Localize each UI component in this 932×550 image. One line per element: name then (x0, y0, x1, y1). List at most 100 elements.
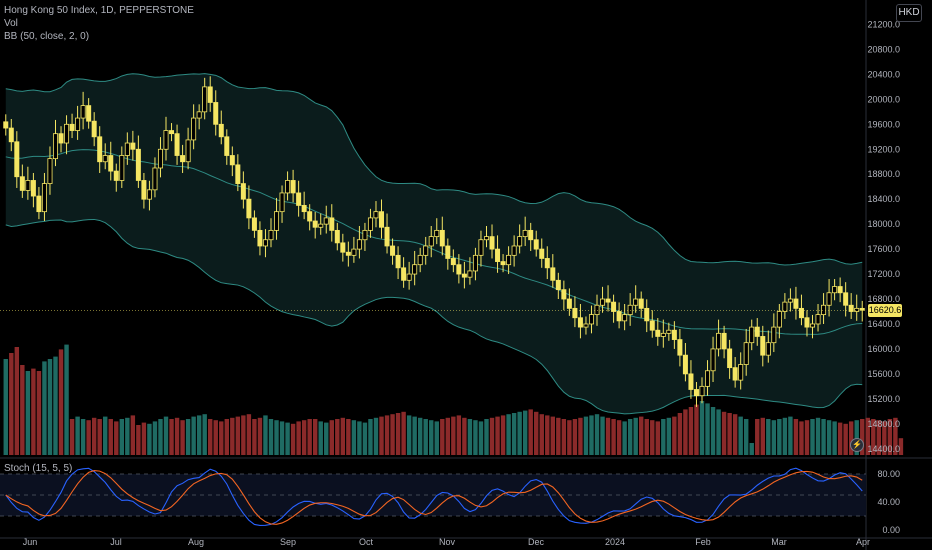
candle-body (821, 304, 827, 316)
volume-bar (119, 419, 125, 455)
candle-body (644, 307, 650, 322)
candle-body (202, 86, 208, 113)
volume-bar (390, 414, 395, 455)
stoch-d-line (5, 469, 863, 525)
volume-bar (213, 420, 218, 455)
volume-bar (230, 417, 235, 455)
volume-bar (511, 413, 517, 455)
bollinger-basis-line (5, 149, 863, 335)
candle-body (307, 211, 313, 222)
volume-bar (517, 411, 522, 455)
price-tick-label: 16400.0 (867, 319, 900, 329)
candle-body (102, 155, 108, 163)
price-tick-label: 20000.0 (867, 94, 900, 104)
volume-bar (136, 425, 141, 455)
candle-body (611, 301, 617, 312)
volume-bar (335, 419, 340, 455)
candle-body (180, 155, 186, 163)
candle-body (638, 298, 644, 309)
volume-bar (440, 419, 445, 455)
candle-body (80, 105, 86, 119)
volume-bar (738, 416, 743, 455)
volume-bar (898, 438, 904, 455)
volume-bar (760, 417, 765, 455)
candle-body (522, 229, 528, 238)
candle-body (262, 239, 268, 247)
volume-bar (147, 423, 152, 455)
candle-body (379, 211, 385, 228)
volume-bar (506, 414, 511, 455)
volume-bar (324, 422, 329, 455)
candle-body (340, 242, 346, 253)
candle-body (285, 180, 291, 194)
candle-body (555, 279, 561, 291)
price-tick-label: 21200.0 (867, 19, 900, 29)
volume-bar (639, 416, 644, 455)
volume-bar (373, 417, 379, 455)
volume-bar (406, 415, 412, 455)
candle-body (41, 183, 47, 213)
candle-body (362, 229, 368, 241)
volume-bar (252, 419, 257, 455)
candle-body (533, 239, 539, 250)
volume-bar (550, 416, 556, 455)
candle-body (760, 336, 766, 356)
volume-bar (25, 371, 31, 455)
volume-bar (80, 419, 86, 455)
volume-bar (445, 417, 451, 455)
volume-bar (14, 347, 20, 455)
time-tick-label: Mar (771, 537, 787, 547)
candle-body (577, 317, 583, 328)
candle-body (318, 223, 324, 228)
volume-bar (257, 417, 263, 455)
candle-body (157, 148, 163, 169)
candle-body (495, 248, 501, 262)
volume-bar (163, 416, 169, 455)
volume-bar (832, 421, 837, 455)
candle-body (14, 141, 20, 178)
candle-body (738, 364, 744, 381)
candle-body (478, 239, 484, 256)
candle-body (754, 326, 760, 337)
volume-bar (180, 420, 185, 455)
volume-bar (141, 422, 147, 455)
candle-body (390, 245, 396, 256)
lightning-icon[interactable]: ⚡ (850, 438, 864, 452)
symbol-legend: Hong Kong 50 Index, 1D, PEPPERSTONE (4, 5, 194, 16)
time-tick-label: Apr (856, 537, 870, 547)
volume-bar (766, 419, 771, 455)
volume-bar (235, 416, 241, 455)
candle-body (622, 314, 628, 322)
candle-body (655, 329, 661, 337)
volume-bar (384, 415, 390, 455)
candle-body (312, 220, 318, 228)
volume-bar (130, 415, 136, 455)
candle-body (782, 301, 788, 312)
candle-body (688, 373, 694, 390)
volume-bar (865, 417, 870, 455)
volume-bar (782, 417, 788, 455)
candle-body (334, 229, 340, 244)
volume-bar (108, 419, 113, 455)
candle-body (798, 307, 804, 319)
volume-bar (594, 414, 600, 455)
volume-bar (174, 417, 180, 455)
candle-body (826, 292, 832, 306)
candle-body (693, 389, 699, 397)
currency-badge[interactable]: HKD (896, 4, 922, 22)
volume-bar (202, 414, 207, 455)
time-tick-label: Nov (439, 537, 456, 547)
candle-body (58, 133, 64, 144)
volume-bar (721, 411, 727, 455)
price-tick-label: 16000.0 (867, 344, 900, 354)
volume-bar (412, 416, 417, 455)
volume-bar (36, 371, 42, 455)
volume-bar (417, 417, 423, 455)
stoch-k-line (5, 467, 863, 526)
price-tick-label: 16800.0 (867, 294, 900, 304)
volume-bar (191, 416, 196, 455)
volume-bar (727, 413, 732, 455)
volume-bar (401, 411, 406, 455)
